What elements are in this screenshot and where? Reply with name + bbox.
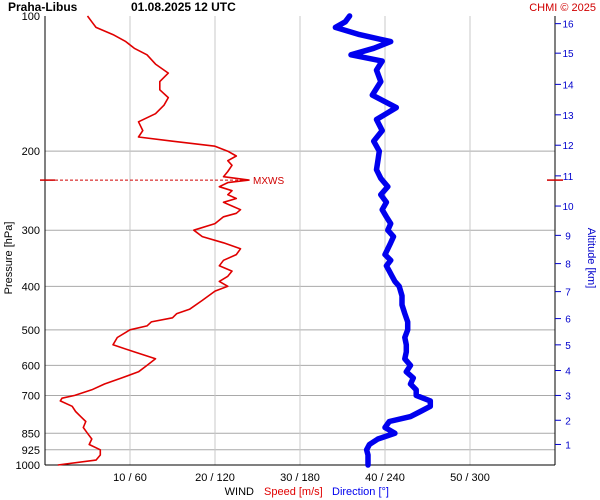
direction-series-line xyxy=(332,13,434,468)
altitude-tick-12: 12 xyxy=(562,141,574,152)
altitude-tick-15: 15 xyxy=(562,49,574,60)
altitude-tick-9: 9 xyxy=(565,231,571,242)
pressure-tick-600: 600 xyxy=(22,360,40,372)
pressure-tick-850: 850 xyxy=(22,428,40,440)
legend-speed: Speed [m/s] xyxy=(264,486,323,498)
altitude-tick-2: 2 xyxy=(565,416,571,427)
wind-tick-50: 50 / 300 xyxy=(450,472,490,484)
altitude-tick-5: 5 xyxy=(565,341,571,352)
altitude-tick-8: 8 xyxy=(565,260,571,271)
pressure-tick-100: 100 xyxy=(22,11,40,23)
y-axis-label: Pressure [hPa] xyxy=(3,222,15,295)
altitude-tick-7: 7 xyxy=(565,288,571,299)
speed-series-line xyxy=(57,15,250,466)
altitude-tick-10: 10 xyxy=(562,202,574,213)
wind-tick-40: 40 / 240 xyxy=(365,472,405,484)
altitude-tick-1: 1 xyxy=(565,440,571,451)
mxws-label: MXWS xyxy=(253,176,284,187)
pressure-tick-700: 700 xyxy=(22,390,40,402)
legend-wind: WIND xyxy=(225,486,254,498)
datetime-title: 01.08.2025 12 UTC xyxy=(131,0,236,14)
altitude-axis-label: Altitude [km] xyxy=(585,228,597,289)
annotations: MXWS xyxy=(40,176,563,187)
wind-tick-10: 10 / 60 xyxy=(113,472,147,484)
plot-frame xyxy=(44,16,556,466)
pressure-tick-300: 300 xyxy=(22,225,40,237)
legend-direction: Direction [°] xyxy=(332,486,389,498)
pressure-tick-1000: 1000 xyxy=(16,460,40,472)
pressure-tick-925: 925 xyxy=(22,445,40,457)
series-lines xyxy=(57,13,434,468)
wind-tick-30: 30 / 180 xyxy=(280,472,320,484)
altitude-tick-11: 11 xyxy=(563,172,574,183)
altitude-tick-16: 16 xyxy=(562,20,574,31)
pressure-tick-400: 400 xyxy=(22,281,40,293)
altitude-tick-14: 14 xyxy=(562,80,574,91)
altitude-tick-3: 3 xyxy=(565,391,571,402)
credit-label: CHMI © 2025 xyxy=(529,2,596,14)
wind-axis: 10 / 60 20 / 120 30 / 180 40 / 240 50 / 300 xyxy=(113,472,490,484)
altitude-tick-13: 13 xyxy=(562,111,574,122)
altitude-tick-4: 4 xyxy=(565,367,571,378)
altitude-tick-6: 6 xyxy=(565,315,571,326)
pressure-axis: 100 200 300 400 500 600 700 850 925 1000 xyxy=(16,11,40,472)
wind-tick-20: 20 / 120 xyxy=(195,472,235,484)
pressure-tick-200: 200 xyxy=(22,146,40,158)
pressure-tick-500: 500 xyxy=(22,325,40,337)
station-title: Praha-Libus xyxy=(8,0,78,14)
